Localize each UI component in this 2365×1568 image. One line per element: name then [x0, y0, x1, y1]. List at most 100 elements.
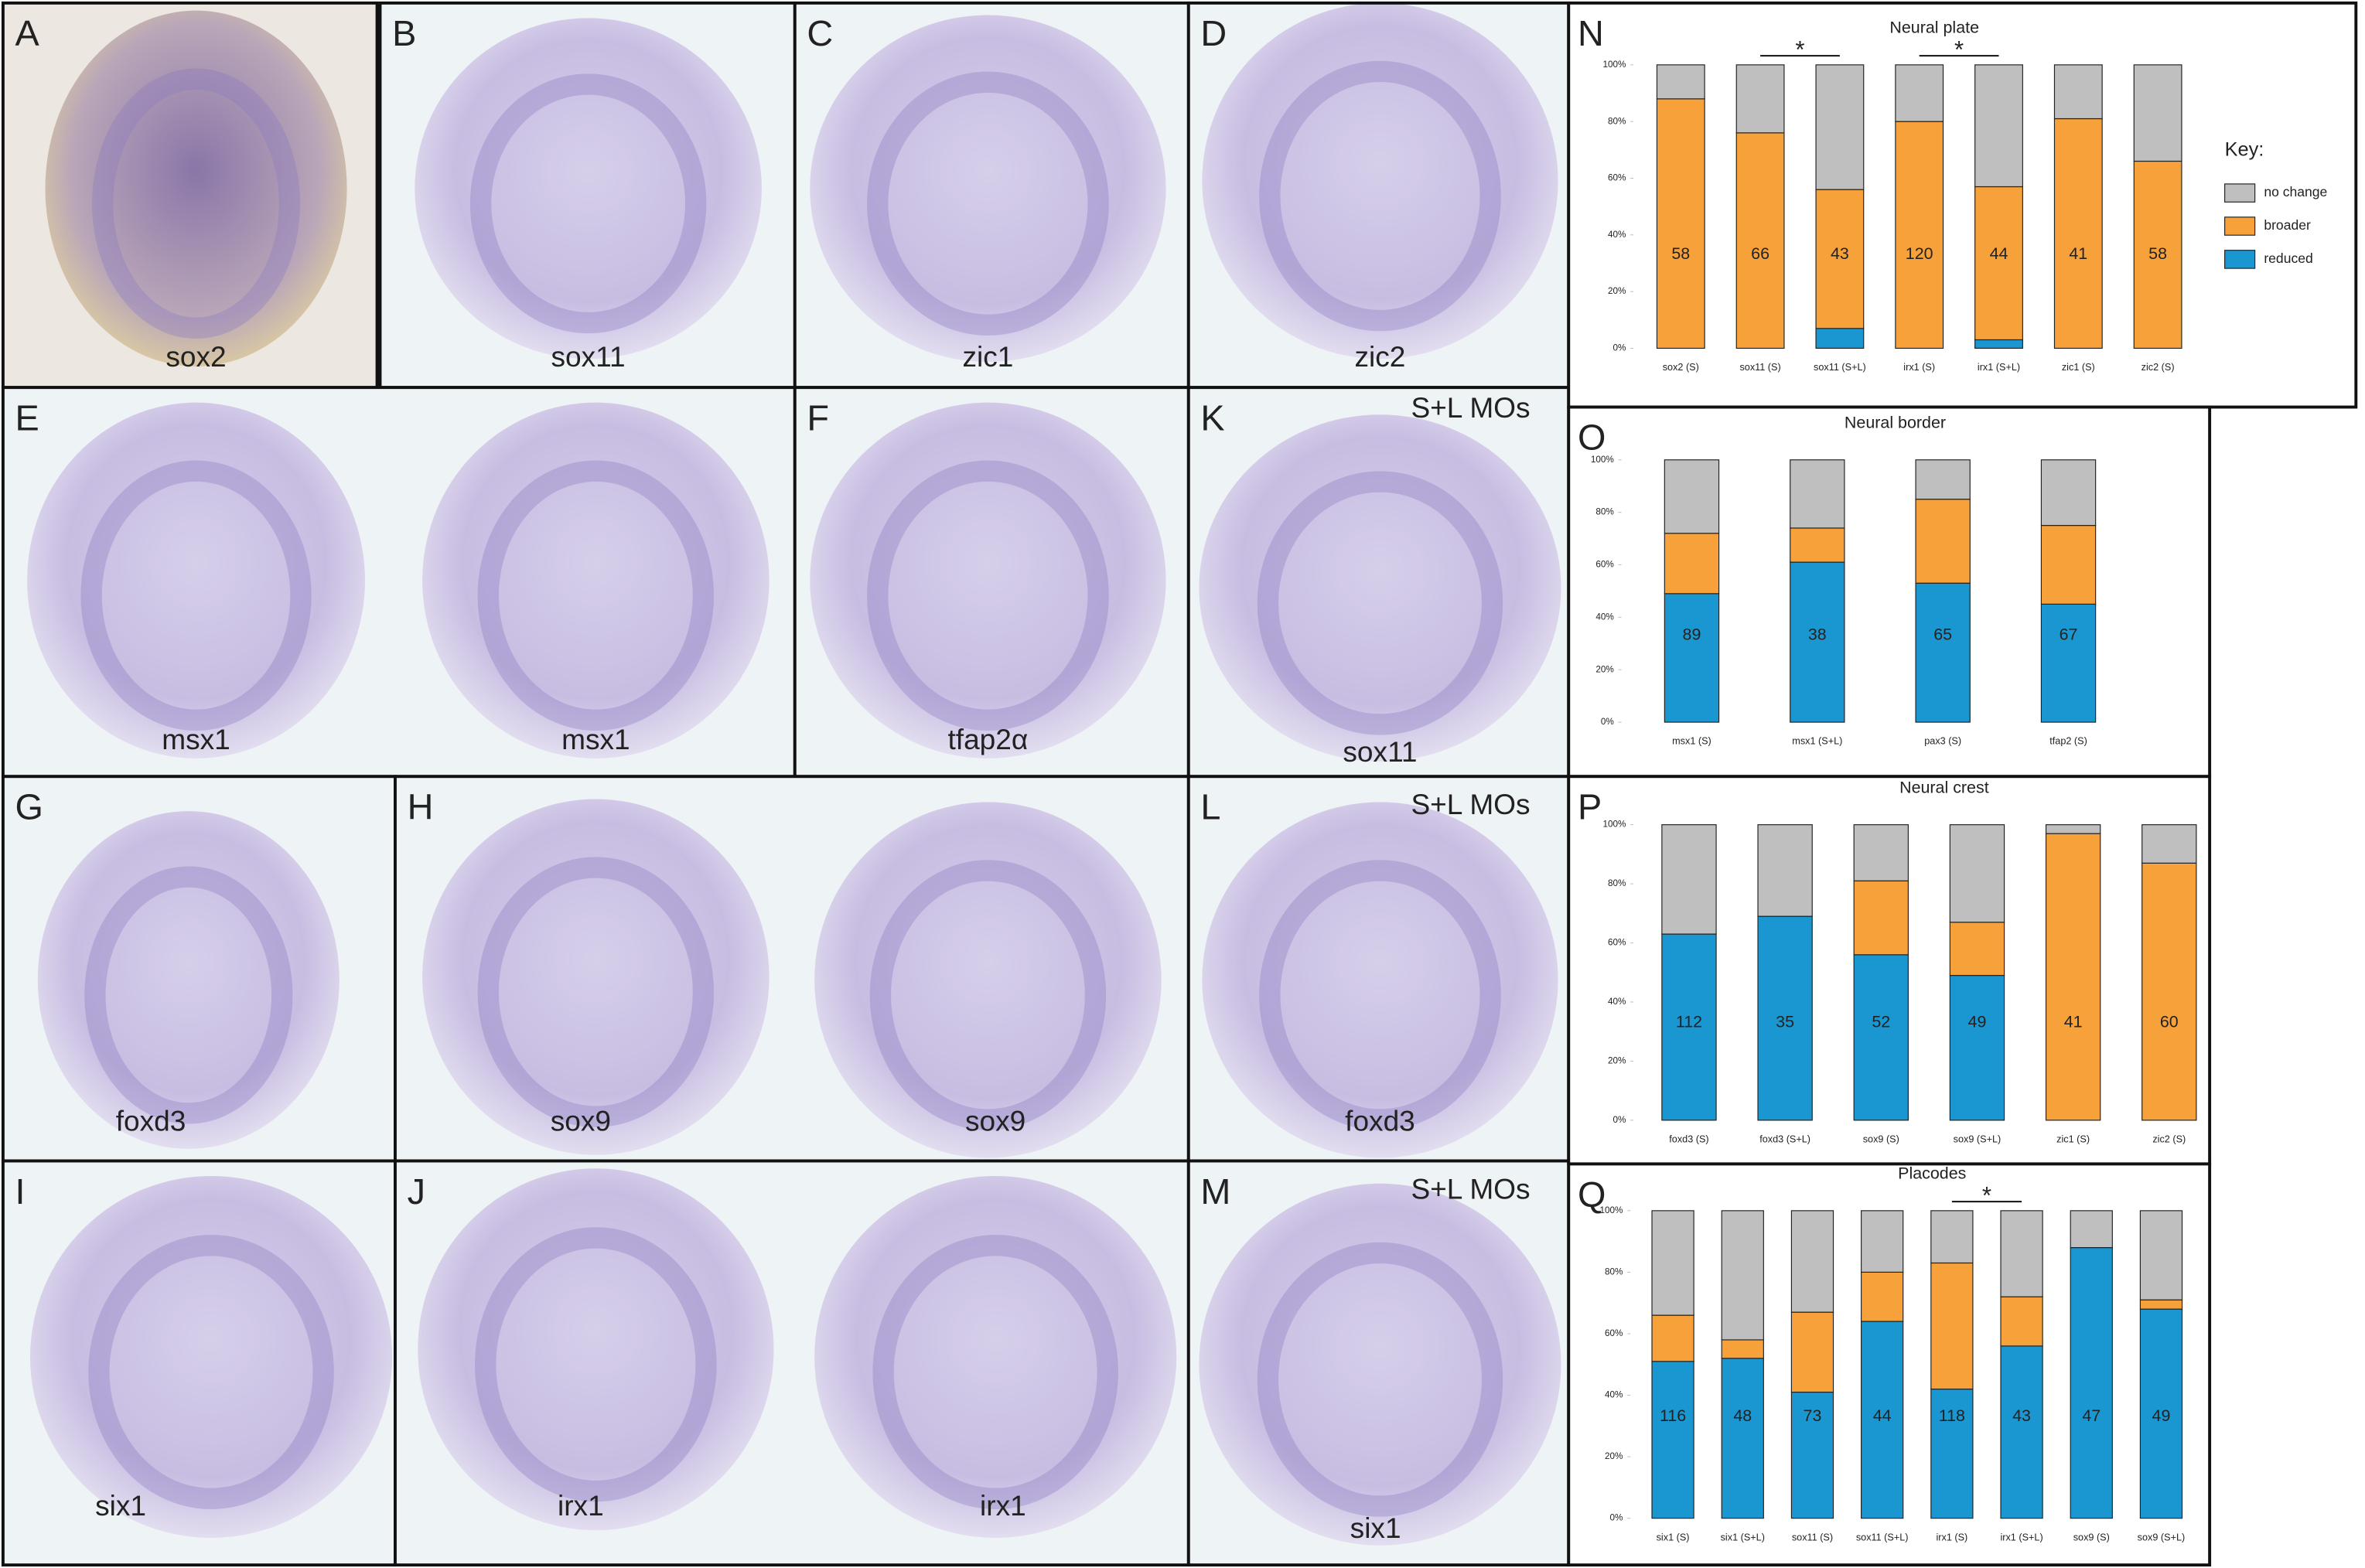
- bar-segment: [2139, 1210, 2183, 1300]
- bar-segment: [1853, 954, 1909, 1121]
- count-label: 44: [1990, 244, 2008, 263]
- embryo-staining: [88, 1235, 334, 1509]
- panel-letter: B: [392, 13, 416, 53]
- count-label: 43: [2012, 1406, 2031, 1425]
- count-label: 38: [1808, 625, 1827, 644]
- embryo-staining: [80, 460, 312, 731]
- y-tick-label: 100%: [1602, 820, 1626, 830]
- panel-letter: D: [1200, 13, 1227, 53]
- bar-segment: [1974, 186, 2023, 341]
- x-tick-label: sox9 (S): [1863, 1134, 1899, 1145]
- count-label: 49: [2152, 1406, 2171, 1425]
- count-label: 44: [1873, 1406, 1892, 1425]
- bar-segment: [1930, 1210, 1974, 1264]
- embryo-staining: [867, 460, 1109, 731]
- x-tick-label: foxd3 (S+L): [1759, 1134, 1810, 1145]
- x-tick-label: tfap2 (S): [2049, 736, 2087, 747]
- embryo: [810, 15, 1166, 362]
- panel-letter: N: [1578, 13, 1604, 53]
- embryo: [810, 402, 1166, 758]
- x-tick-label: sox11 (S+L): [1856, 1532, 1909, 1542]
- x-tick-label: sox11 (S+L): [1814, 362, 1866, 373]
- legend-label: reduced: [2264, 251, 2312, 266]
- embryo: [1199, 1183, 1561, 1546]
- bar-segment: [2070, 1210, 2113, 1249]
- y-tick-label: 60%: [1605, 1328, 1623, 1338]
- y-tick-label: 60%: [1608, 938, 1626, 948]
- bar-segment: [1915, 582, 1971, 723]
- gene-label: irx1: [980, 1489, 1026, 1522]
- x-tick-label: sox9 (S): [2073, 1532, 2110, 1542]
- bar-segment: [1757, 824, 1813, 917]
- bar-segment: [2040, 459, 2097, 527]
- x-tick-label: foxd3 (S): [1669, 1134, 1708, 1145]
- significance-star: *: [1954, 36, 1964, 63]
- x-tick-label: sox2 (S): [1663, 362, 1699, 373]
- y-tick-label: 40%: [1608, 997, 1626, 1007]
- gene-label: tfap2α: [947, 723, 1028, 755]
- embryo: [1202, 2, 1558, 360]
- panel-tag: S+L MOs: [1411, 1172, 1530, 1205]
- y-tick-label: 40%: [1608, 230, 1626, 240]
- bar-segment: [1661, 824, 1717, 935]
- embryo: [1202, 802, 1558, 1158]
- bar-segment: [1790, 1391, 1834, 1519]
- bar-segment: [2040, 524, 2097, 605]
- bar-segment: [1651, 1210, 1694, 1316]
- y-tick-label: 100%: [1602, 60, 1626, 70]
- gene-label: irx1: [558, 1489, 604, 1522]
- bar-segment: [2000, 1210, 2043, 1297]
- embryo: [422, 402, 770, 758]
- y-tick-label: 60%: [1608, 173, 1626, 183]
- bar-segment: [1790, 561, 1845, 723]
- x-tick-label: irx1 (S): [1936, 1532, 1967, 1542]
- panel-tag: S+L MOs: [1411, 391, 1530, 424]
- embryo: [415, 18, 762, 360]
- y-tick-label: 40%: [1595, 612, 1613, 622]
- gene-label: foxd3: [116, 1105, 186, 1137]
- bar-segment: [1656, 64, 1705, 100]
- significance-star: *: [1795, 36, 1804, 63]
- count-label: 116: [1660, 1406, 1686, 1425]
- x-tick-label: pax3 (S): [1924, 736, 1961, 747]
- gene-label: zic2: [1355, 340, 1406, 373]
- bar-segment: [1735, 132, 1785, 349]
- bar-segment: [2139, 1299, 2183, 1310]
- y-tick-label: 20%: [1608, 1056, 1626, 1066]
- gene-label: msx1: [561, 723, 630, 755]
- count-label: 48: [1733, 1406, 1752, 1425]
- x-tick-label: six1 (S+L): [1721, 1532, 1765, 1542]
- x-tick-label: sox9 (S+L): [1954, 1134, 2002, 1145]
- count-label: 65: [1933, 625, 1952, 644]
- embryo-staining: [477, 460, 715, 731]
- x-tick-label: irx1 (S+L): [2000, 1532, 2042, 1542]
- embryo-staining: [91, 68, 301, 339]
- bar-segment: [1815, 328, 1865, 349]
- bar-segment: [2133, 64, 2182, 162]
- embryo-staining: [475, 1227, 717, 1502]
- bar-segment: [1661, 933, 1717, 1121]
- bar-segment: [1974, 339, 2023, 349]
- y-tick-label: 100%: [1600, 1205, 1623, 1215]
- count-label: 58: [2148, 244, 2167, 263]
- embryo: [45, 10, 347, 366]
- bar-segment: [1651, 1361, 1694, 1519]
- y-tick-label: 80%: [1605, 1267, 1623, 1277]
- bar-segment: [1949, 922, 2005, 977]
- y-tick-label: 20%: [1608, 286, 1626, 296]
- embryo-staining: [872, 1235, 1118, 1509]
- legend-title: Key:: [2225, 139, 2264, 161]
- embryo-staining: [477, 857, 715, 1127]
- bar-segment: [1721, 1339, 1764, 1359]
- bar-segment: [1664, 533, 1720, 595]
- count-label: 35: [1776, 1012, 1794, 1031]
- bar-segment: [2000, 1345, 2043, 1519]
- y-tick-label: 20%: [1605, 1451, 1623, 1461]
- y-tick-label: 0%: [1610, 1513, 1623, 1523]
- legend-label: no change: [2264, 184, 2327, 199]
- count-label: 112: [1676, 1012, 1702, 1031]
- bar-segment: [1895, 121, 1944, 349]
- bar-segment: [2139, 1308, 2183, 1519]
- legend-swatch: [2224, 183, 2256, 203]
